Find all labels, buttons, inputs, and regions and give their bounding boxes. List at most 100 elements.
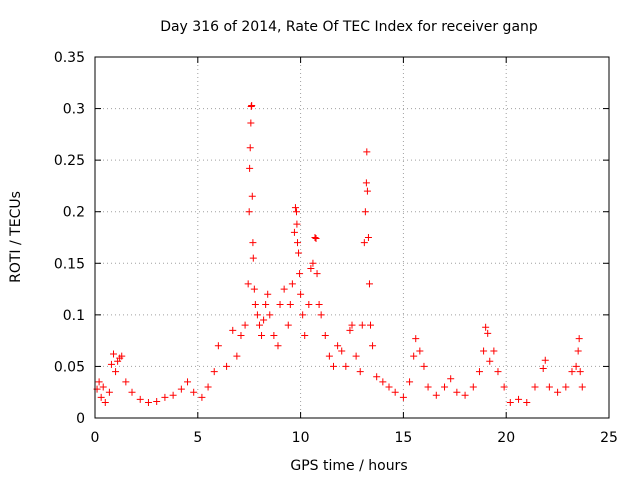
x-tick-label: 0 <box>91 430 100 446</box>
plot-frame <box>94 56 610 419</box>
data-point <box>274 342 282 350</box>
data-point <box>416 347 424 355</box>
data-point <box>293 220 301 228</box>
data-point <box>253 311 261 319</box>
data-point <box>441 383 449 391</box>
data-point <box>105 388 113 396</box>
data-point <box>506 399 514 407</box>
data-point <box>461 391 469 399</box>
x-tick-label: 20 <box>497 430 515 446</box>
data-point <box>248 192 256 200</box>
data-point <box>245 208 253 216</box>
data-point <box>578 383 586 391</box>
data-point <box>229 326 237 334</box>
data-point <box>246 164 254 172</box>
data-point <box>523 399 531 407</box>
data-point <box>288 280 296 288</box>
data-point <box>539 364 547 372</box>
data-point <box>291 204 299 212</box>
data-point <box>262 301 270 309</box>
data-point <box>248 101 256 109</box>
grid-lines <box>95 57 609 418</box>
data-point <box>247 119 255 127</box>
data-point <box>363 187 371 195</box>
data-point <box>531 383 539 391</box>
data-point <box>453 388 461 396</box>
data-point <box>249 254 257 262</box>
data-point <box>379 378 387 386</box>
data-point <box>568 368 576 376</box>
data-point <box>480 347 488 355</box>
data-point <box>321 331 329 339</box>
data-point <box>244 280 252 288</box>
y-tick-label: 0 <box>76 411 85 427</box>
x-tick-label: 25 <box>600 430 618 446</box>
data-point <box>406 378 414 386</box>
data-point <box>249 239 257 247</box>
data-point <box>365 280 373 288</box>
data-point <box>363 148 371 156</box>
data-point <box>122 378 130 386</box>
data-point <box>420 362 428 370</box>
data-point <box>198 393 206 401</box>
data-point <box>297 290 305 298</box>
data-point <box>369 342 377 350</box>
data-point <box>264 290 272 298</box>
data-point <box>447 375 455 383</box>
data-point <box>361 208 369 216</box>
data-point <box>107 360 115 368</box>
data-point <box>118 352 126 360</box>
data-point <box>317 311 325 319</box>
data-point <box>309 259 317 267</box>
data-point <box>292 208 300 216</box>
x-axis-label: GPS time / hours <box>290 458 407 474</box>
data-point <box>490 347 498 355</box>
data-point <box>424 383 432 391</box>
data-point <box>136 395 144 403</box>
data-point <box>469 383 477 391</box>
x-tick-label: 10 <box>292 430 310 446</box>
data-point <box>233 352 241 360</box>
data-point <box>128 388 136 396</box>
data-point <box>276 301 284 309</box>
data-point <box>346 326 354 334</box>
data-point <box>299 311 307 319</box>
y-axis-label: ROTI / TECUs <box>8 191 24 283</box>
data-point <box>241 321 249 329</box>
data-point <box>95 378 103 386</box>
data-point <box>315 301 323 309</box>
data-point <box>352 352 360 360</box>
data-point <box>342 362 350 370</box>
data-point <box>284 321 292 329</box>
data-point <box>190 388 198 396</box>
data-point <box>296 270 304 278</box>
data-points <box>93 101 586 407</box>
data-point <box>258 331 266 339</box>
data-point <box>576 368 584 376</box>
data-point <box>223 362 231 370</box>
data-point <box>325 352 333 360</box>
data-point <box>545 383 553 391</box>
y-tick-label: 0.2 <box>63 205 85 221</box>
data-point <box>255 321 263 329</box>
data-point <box>270 331 278 339</box>
data-point <box>101 399 109 407</box>
data-point <box>399 393 407 401</box>
data-point <box>541 356 549 364</box>
data-point <box>161 393 169 401</box>
y-tick-labels: 0 0.05 0.1 0.15 0.2 0.25 0.3 0.35 <box>54 50 85 427</box>
data-point <box>367 321 375 329</box>
axis-ticks <box>94 56 610 419</box>
data-point <box>251 301 259 309</box>
data-point <box>391 388 399 396</box>
data-point <box>515 395 523 403</box>
data-point <box>305 301 313 309</box>
x-tick-label: 15 <box>394 430 412 446</box>
data-point <box>307 264 315 272</box>
y-tick-label: 0.15 <box>54 256 85 272</box>
y-tick-label: 0.3 <box>63 102 85 118</box>
data-point <box>110 350 118 358</box>
data-point <box>311 234 319 241</box>
data-point <box>99 383 107 391</box>
y-tick-label: 0.35 <box>54 50 85 66</box>
